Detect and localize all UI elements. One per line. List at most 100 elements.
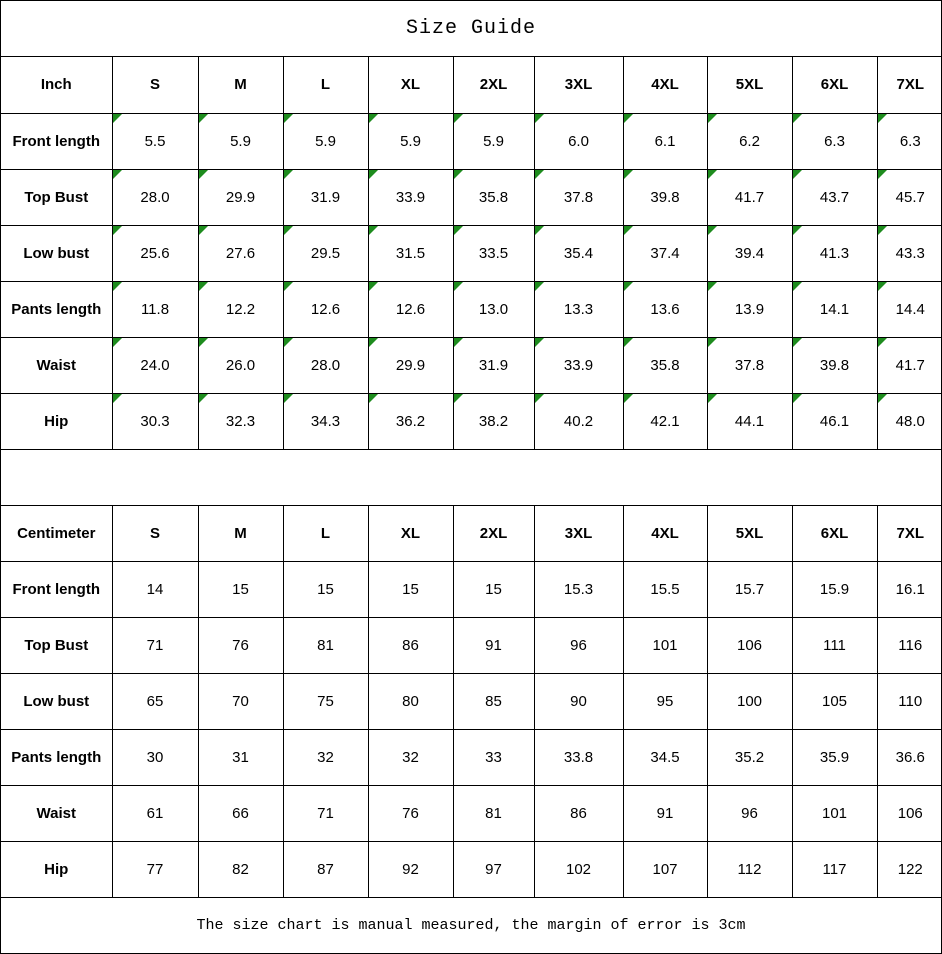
value-cell-flagged: 48.0 [876, 392, 942, 450]
value-cell-flagged: 11.8 [111, 280, 199, 338]
value-cell: 71 [111, 617, 199, 674]
value-cell: 81 [452, 785, 535, 842]
value-cell-flagged: 39.8 [622, 168, 708, 226]
value-cell: 15.5 [622, 561, 708, 618]
value-cell: 35.9 [791, 729, 878, 786]
value-cell-flagged: 12.6 [367, 280, 454, 338]
value-cell: 102 [533, 841, 624, 898]
value-cell-flagged: 38.2 [452, 392, 535, 450]
measurement-row: Hip 77 82 87 92 97 102 107 112 117 122 [1, 841, 942, 898]
value-cell-flagged: 41.7 [706, 168, 793, 226]
value-cell: 107 [622, 841, 708, 898]
size-header-cell: 3XL [533, 57, 624, 114]
value-cell: 71 [282, 785, 369, 842]
size-header-cell: M [197, 57, 284, 114]
value-cell: 76 [367, 785, 454, 842]
value-cell-flagged: 12.2 [197, 280, 284, 338]
row-label-cell: Pants length [1, 280, 113, 338]
value-cell-flagged: 39.4 [706, 224, 793, 282]
value-cell-flagged: 37.8 [706, 336, 793, 394]
row-label-cell: Waist [1, 785, 113, 842]
value-cell-flagged: 12.6 [282, 280, 369, 338]
value-cell: 96 [533, 617, 624, 674]
value-cell: 66 [197, 785, 284, 842]
value-cell: 116 [876, 617, 942, 674]
measurement-row: Front length 14 15 15 15 15 15.3 15.5 15.7 15.9 16… [1, 561, 942, 618]
value-cell: 101 [791, 785, 878, 842]
value-cell: 85 [452, 673, 535, 730]
value-cell: 75 [282, 673, 369, 730]
value-cell-flagged: 34.3 [282, 392, 369, 450]
value-cell: 97 [452, 841, 535, 898]
value-cell-flagged: 37.8 [533, 168, 624, 226]
value-cell-flagged: 14.4 [876, 280, 942, 338]
value-cell: 32 [282, 729, 369, 786]
value-cell: 92 [367, 841, 454, 898]
value-cell-flagged: 28.0 [111, 168, 199, 226]
size-header-cell: XL [367, 57, 454, 114]
value-cell-flagged: 5.9 [282, 113, 369, 170]
value-cell: 34.5 [622, 729, 708, 786]
header-row: Inch S M L XL 2XL 3XL 4XL 5XL 6XL 7XL [1, 57, 942, 114]
size-header-cell: 6XL [791, 505, 878, 562]
value-cell: 33.8 [533, 729, 624, 786]
value-cell: 86 [367, 617, 454, 674]
size-header-cell: M [197, 505, 284, 562]
value-cell-flagged: 31.5 [367, 224, 454, 282]
value-cell: 117 [791, 841, 878, 898]
measurement-row: Waist 61 66 71 76 81 86 91 96 101 106 [1, 785, 942, 842]
value-cell: 61 [111, 785, 199, 842]
size-header-cell: L [282, 505, 369, 562]
value-cell-flagged: 25.6 [111, 224, 199, 282]
value-cell: 96 [706, 785, 793, 842]
inch-size-table: Inch S M L XL 2XL 3XL 4XL 5XL 6XL 7XL Front length 5… [1, 57, 942, 450]
value-cell-flagged: 41.3 [791, 224, 878, 282]
value-cell-flagged: 32.3 [197, 392, 284, 450]
value-cell: 77 [111, 841, 199, 898]
value-cell-flagged: 13.3 [533, 280, 624, 338]
value-cell: 15.7 [706, 561, 793, 618]
header-row: Centimeter S M L XL 2XL 3XL 4XL 5XL 6XL 7XL [1, 505, 942, 562]
row-label-cell: Waist [1, 336, 113, 394]
size-header-cell: S [111, 57, 199, 114]
centimeter-size-table: Centimeter S M L XL 2XL 3XL 4XL 5XL 6XL 7XL Front l… [1, 505, 942, 898]
value-cell-flagged: 43.3 [876, 224, 942, 282]
size-header-cell: 5XL [706, 57, 793, 114]
value-cell: 101 [622, 617, 708, 674]
row-label-cell: Hip [1, 392, 113, 450]
value-cell-flagged: 33.9 [533, 336, 624, 394]
value-cell-flagged: 6.2 [706, 113, 793, 170]
value-cell-flagged: 31.9 [282, 168, 369, 226]
size-header-cell: 4XL [622, 57, 708, 114]
measurement-row: Low bust 65 70 75 80 85 90 95 100 105 110 [1, 673, 942, 730]
value-cell: 70 [197, 673, 284, 730]
value-cell: 14 [111, 561, 199, 618]
value-cell-flagged: 24.0 [111, 336, 199, 394]
value-cell-flagged: 6.3 [876, 113, 942, 170]
value-cell: 35.2 [706, 729, 793, 786]
value-cell-flagged: 45.7 [876, 168, 942, 226]
measurement-row: Hip 30.3 32.3 34.3 36.2 38.2 40.2 42.1 44.1 46.1 4… [1, 392, 942, 450]
size-header-cell: 3XL [533, 505, 624, 562]
value-cell: 86 [533, 785, 624, 842]
measurement-row: Pants length 11.8 12.2 12.6 12.6 13.0 13.3 13.6… [1, 280, 942, 338]
value-cell-flagged: 6.1 [622, 113, 708, 170]
measurement-row: Waist 24.0 26.0 28.0 29.9 31.9 33.9 35.8 37.8 39.… [1, 336, 942, 394]
value-cell-flagged: 36.2 [367, 392, 454, 450]
unit-header-cell: Inch [1, 57, 113, 114]
value-cell-flagged: 29.5 [282, 224, 369, 282]
value-cell: 36.6 [876, 729, 942, 786]
size-header-cell: L [282, 57, 369, 114]
value-cell: 32 [367, 729, 454, 786]
value-cell: 82 [197, 841, 284, 898]
size-header-cell: 2XL [452, 57, 535, 114]
size-header-cell: 6XL [791, 57, 878, 114]
value-cell: 91 [622, 785, 708, 842]
value-cell: 122 [876, 841, 942, 898]
row-label-cell: Hip [1, 841, 113, 898]
value-cell: 15.3 [533, 561, 624, 618]
row-label-cell: Top Bust [1, 168, 113, 226]
value-cell-flagged: 6.0 [533, 113, 624, 170]
value-cell: 106 [706, 617, 793, 674]
